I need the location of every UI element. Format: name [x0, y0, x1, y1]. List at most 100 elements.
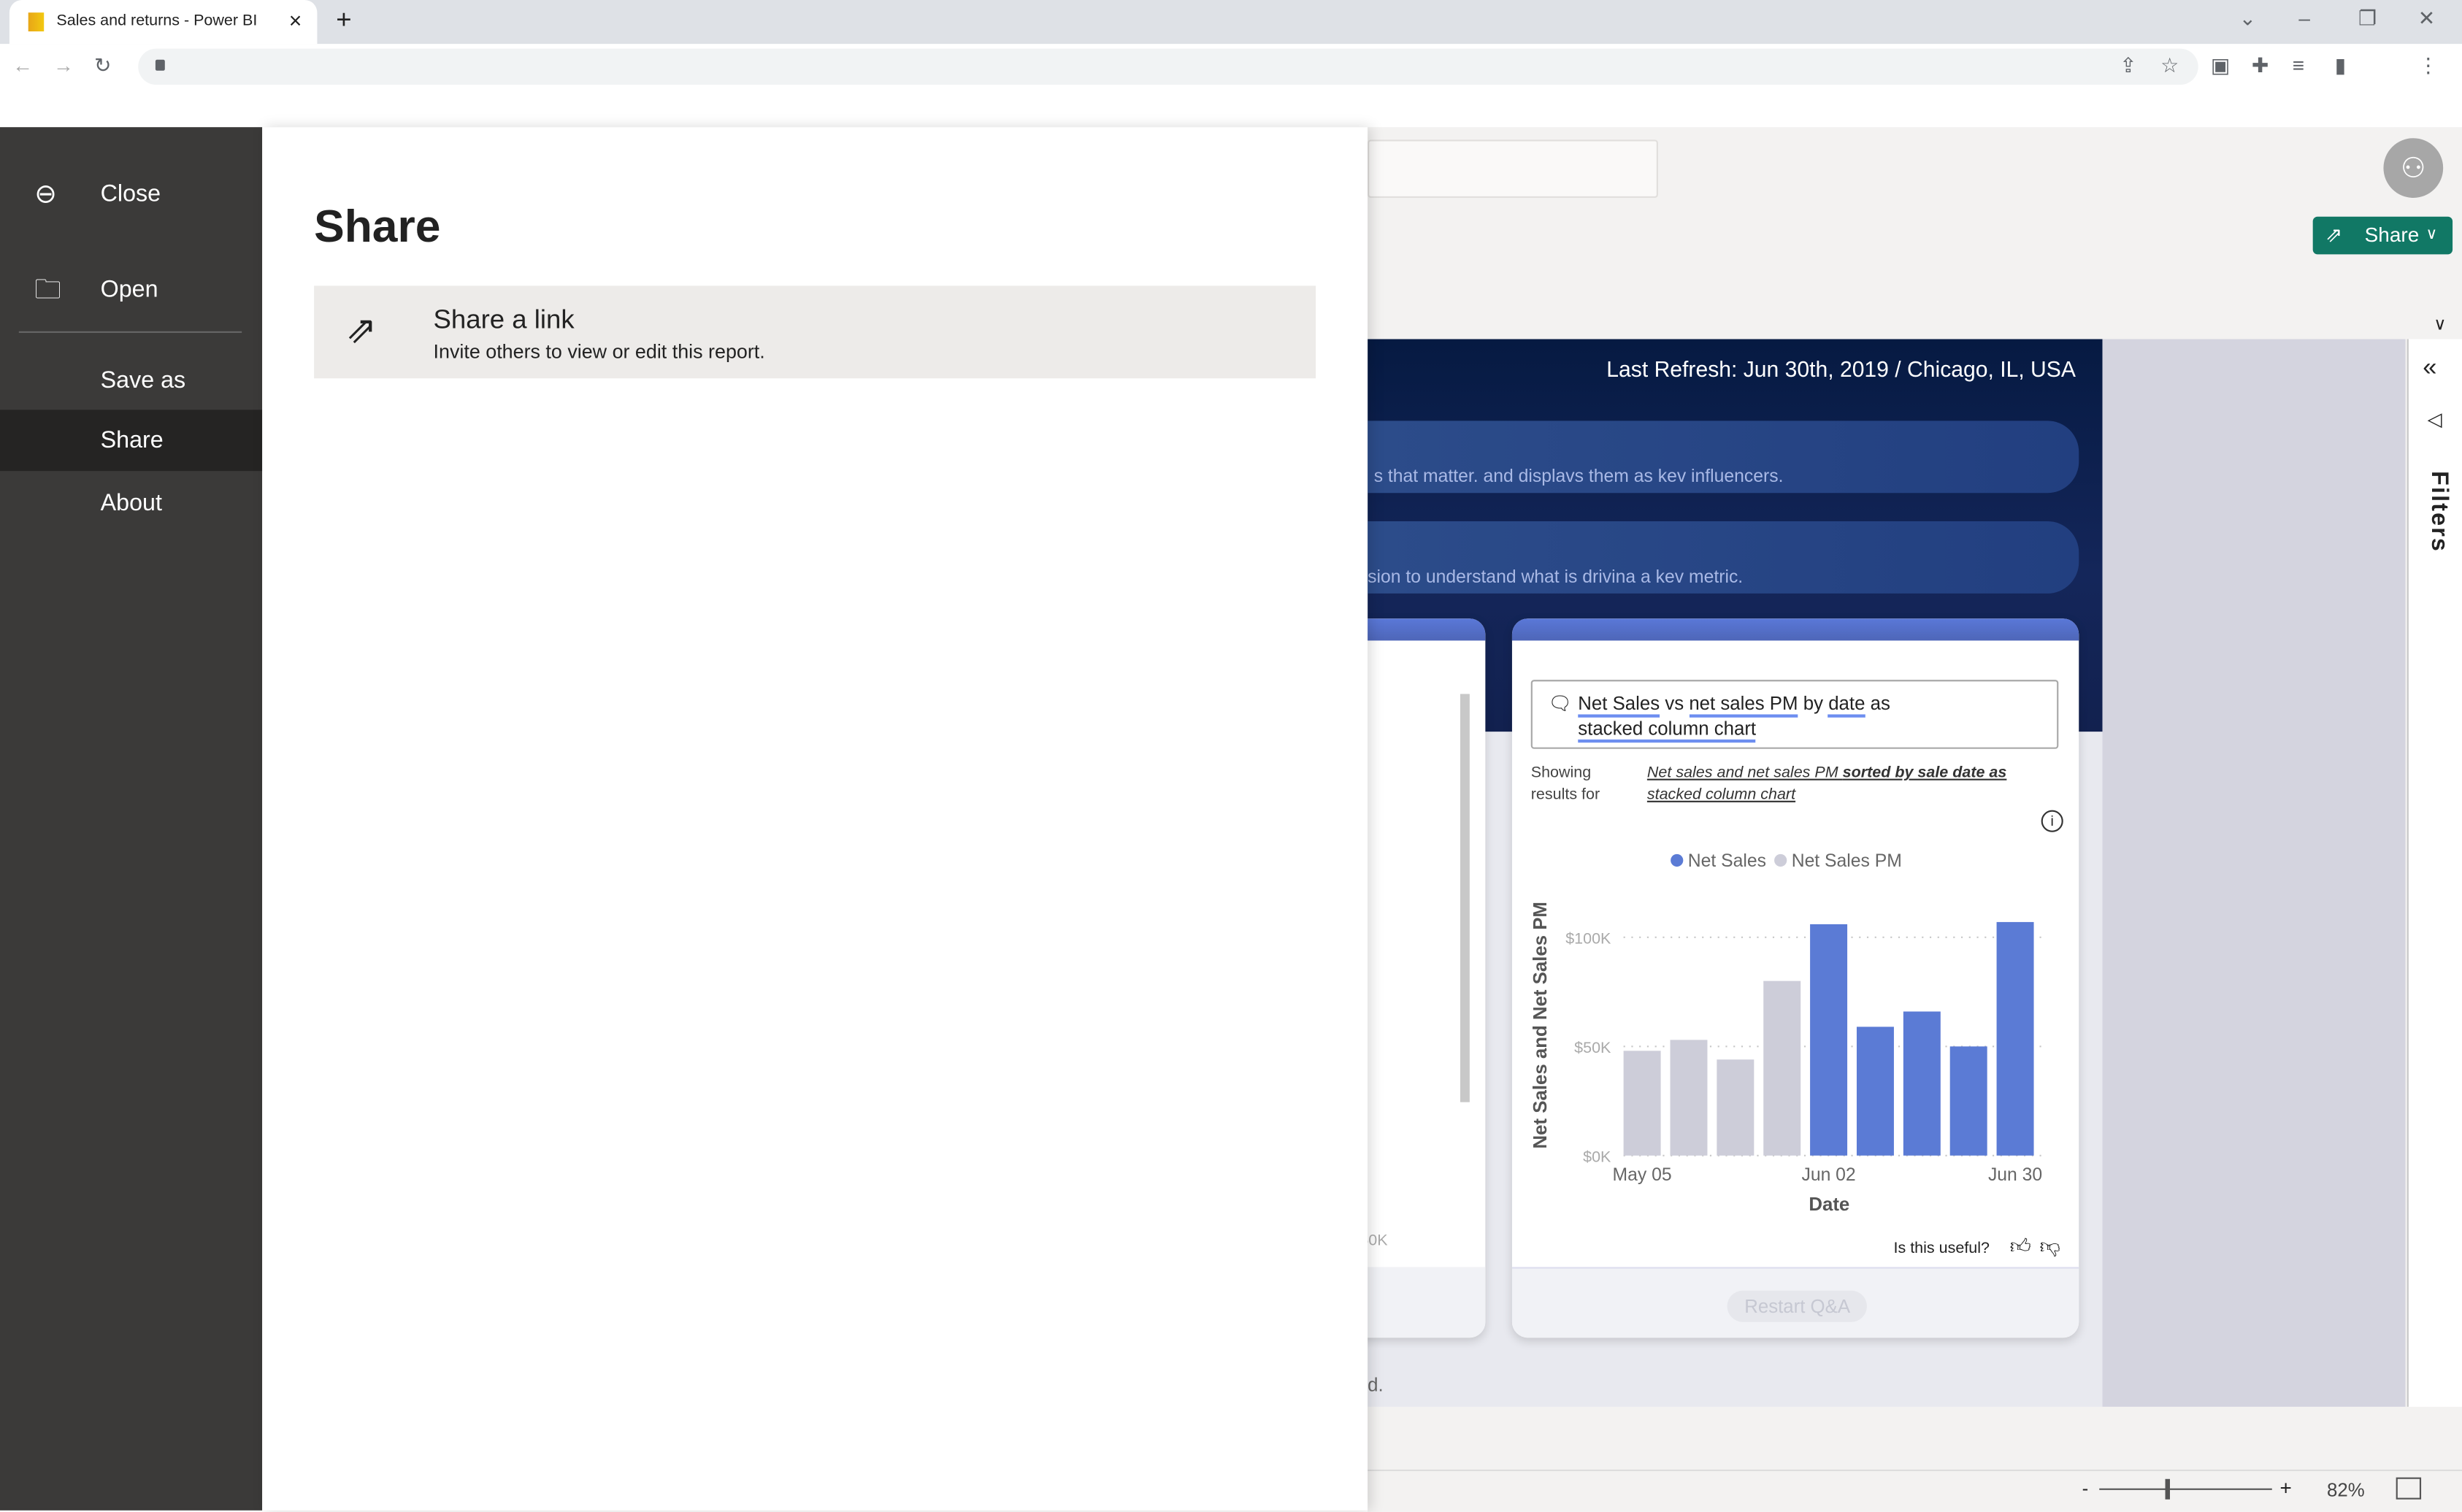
tab-title: Sales and returns - Power BI	[56, 12, 258, 30]
nav-label: Save as	[100, 367, 186, 394]
bar-net-sales	[1903, 1011, 1941, 1156]
new-tab-button[interactable]: +	[336, 4, 352, 35]
query-term: date	[1828, 692, 1865, 718]
nav-close[interactable]: ⊖ Close	[0, 164, 262, 225]
fit-to-page-icon[interactable]	[2396, 1477, 2422, 1500]
result-text: Net sales and net sales PM	[1646, 764, 1843, 782]
decomposition-banner[interactable]: sion to understand what is drivina a kev…	[1368, 521, 2079, 594]
query-word: as	[1870, 692, 1890, 715]
y-tick-label: $50K	[1574, 1039, 1611, 1056]
bar-net-sales	[1949, 1046, 1987, 1156]
avatar[interactable]: ⚇	[2383, 138, 2444, 198]
restore-icon[interactable]: ❐	[2358, 6, 2377, 30]
x-tick-label: Jun 30	[1988, 1165, 2042, 1185]
expand-ribbon-icon[interactable]: ∨	[2434, 315, 2447, 335]
comment-icon: 🗨︎	[1548, 692, 1573, 715]
last-refresh-text: Last Refresh: Jun 30th, 2019 / Chicago, …	[1606, 356, 2076, 382]
canvas-background	[2102, 339, 2406, 1407]
extension-icon[interactable]: ▣	[2210, 53, 2231, 77]
collapse-filters-icon[interactable]: «	[2423, 355, 2437, 382]
useful-prompt: Is this useful?	[1893, 1240, 1990, 1258]
status-bar	[1368, 1469, 2462, 1512]
nav-open[interactable]: 🗀︎ Open	[0, 259, 262, 321]
net-sales-chart: Net Sales Net Sales PM $0K $50K $100K May 05 J…	[1530, 851, 2043, 1215]
banner-text: s that matter. and displavs them as kev …	[1373, 467, 1784, 487]
folder-icon: 🗀︎	[34, 275, 61, 305]
result-bold-text: sorted by sale date as	[1842, 764, 2007, 782]
filter-icon: ◁	[2427, 408, 2442, 431]
share-panel: Share ⇗ Share a link Invite others to vi…	[262, 127, 1368, 1511]
qna-question-box[interactable]: 🗨︎ Net Sales vs net sales PM by date as …	[1530, 680, 2059, 749]
bar-net-sales-pm	[1670, 1040, 1708, 1156]
x-tick-label: Jun 02	[1801, 1165, 1855, 1185]
result-text: stacked column chart	[1646, 786, 1796, 805]
nav-label: Open	[100, 276, 158, 304]
query-term: stacked column chart	[1578, 718, 1756, 743]
bar-net-sales	[1810, 924, 1848, 1156]
query-word: by	[1803, 692, 1823, 715]
zoom-in-button[interactable]: +	[2279, 1475, 2292, 1500]
restart-qna-button[interactable]: Restart Q&A	[1727, 1290, 1868, 1322]
nav-save-as[interactable]: Save as	[0, 350, 262, 412]
nav-about[interactable]: About	[0, 472, 262, 534]
thumbs-down-icon[interactable]: 👎︎	[2039, 1234, 2060, 1258]
footer-text-fragment: d.	[1368, 1373, 1384, 1396]
y-axis-title: Net Sales and Net Sales PM	[1530, 902, 1551, 1148]
filters-label: Filters	[2425, 471, 2453, 553]
tab-search-icon[interactable]: ⌄	[2239, 6, 2257, 30]
share-page-icon[interactable]: ⇪	[2120, 53, 2137, 77]
bookmark-star-icon[interactable]: ☆	[2160, 53, 2179, 77]
minimize-icon[interactable]: –	[2298, 6, 2310, 30]
menu-icon[interactable]: ⋮	[2417, 53, 2439, 77]
file-menu-nav: ⊖ Close 🗀︎ Open Save as Share About	[0, 127, 263, 1511]
side-panel-icon[interactable]: ▮	[2334, 53, 2347, 77]
chevron-down-icon: ∨	[2425, 226, 2438, 244]
puzzle-icon[interactable]: ✚	[2251, 53, 2269, 77]
lock-icon	[155, 59, 165, 71]
x-axis-title: Date	[1809, 1194, 1849, 1215]
browser-tab[interactable]: Sales and returns - Power BI ×	[9, 0, 318, 45]
zoom-level: 82%	[2327, 1478, 2365, 1501]
bar-net-sales-pm	[1623, 1051, 1661, 1156]
share-icon: ⇗	[2325, 223, 2343, 247]
nav-divider	[18, 331, 242, 333]
forward-icon[interactable]: →	[53, 53, 74, 77]
zoom-slider[interactable]	[2099, 1478, 2272, 1500]
x-tick-label: May 05	[1613, 1165, 1672, 1185]
option-title: Share a link	[433, 304, 575, 335]
y-tick-label: $0K	[1583, 1148, 1611, 1165]
bar-net-sales	[1856, 1026, 1894, 1156]
legend-marker-net-sales-pm	[1774, 853, 1787, 867]
showing-results-label: Showing results for	[1530, 764, 1600, 805]
bar-net-sales-pm	[1763, 981, 1801, 1156]
close-tab-icon[interactable]: ×	[288, 7, 302, 34]
search-box[interactable]	[1368, 139, 1658, 198]
media-icon[interactable]: ≡	[2292, 53, 2305, 77]
window-close-icon[interactable]: ✕	[2417, 6, 2436, 30]
share-link-option[interactable]: ⇗ Share a link Invite others to view or …	[314, 285, 1316, 379]
interpreted-query-link[interactable]: Net sales and net sales PM sorted by sal…	[1647, 763, 2040, 807]
option-description: Invite others to view or edit this repor…	[433, 340, 765, 363]
scrollbar[interactable]	[1460, 694, 1470, 1102]
address-bar[interactable]	[138, 48, 2198, 85]
reload-icon[interactable]: ↻	[94, 53, 112, 77]
nav-label: Close	[100, 180, 161, 207]
filters-pane[interactable]: « ◁ Filters	[2407, 339, 2462, 1407]
thumbs-up-icon[interactable]: 👍︎	[2009, 1234, 2031, 1258]
panel-title: Share	[314, 202, 441, 253]
share-link-icon: ⇗	[345, 309, 377, 352]
banner-text: sion to understand what is drivina a kev…	[1368, 568, 1744, 588]
y-tick-label: $100K	[1565, 929, 1611, 947]
share-button[interactable]: ⇗ Share ∨	[2312, 216, 2453, 255]
legend-marker-net-sales	[1671, 853, 1684, 867]
browser-tab-bar	[0, 0, 2462, 45]
back-icon[interactable]: ←	[12, 53, 34, 77]
nav-share[interactable]: Share	[0, 410, 263, 472]
zoom-out-button[interactable]: -	[2082, 1477, 2089, 1500]
query-term: Net Sales	[1578, 692, 1660, 718]
zoom-slider-thumb[interactable]	[2165, 1478, 2170, 1500]
legend-label-net-sales: Net Sales	[1688, 851, 1766, 871]
info-icon[interactable]: i	[2041, 810, 2063, 832]
bar-net-sales-pm	[1717, 1059, 1755, 1156]
key-influencers-banner[interactable]: s that matter. and displavs them as kev …	[1368, 421, 2079, 494]
